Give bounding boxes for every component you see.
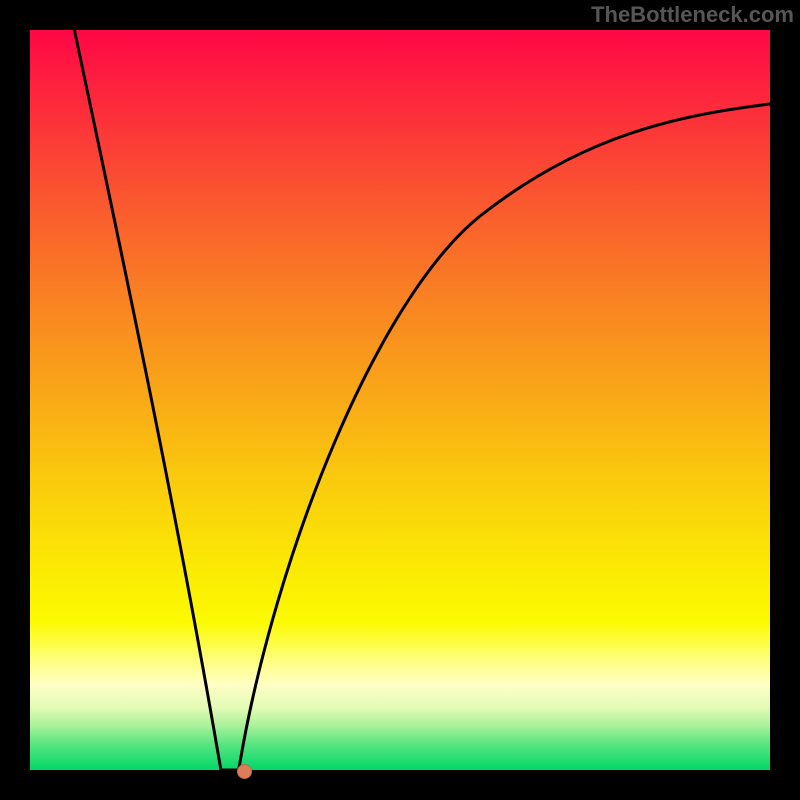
bottleneck-curve	[30, 30, 770, 770]
data-point-marker	[237, 764, 252, 779]
chart-plot-area	[30, 30, 770, 770]
watermark-text: TheBottleneck.com	[591, 2, 794, 28]
chart-container: TheBottleneck.com	[0, 0, 800, 800]
